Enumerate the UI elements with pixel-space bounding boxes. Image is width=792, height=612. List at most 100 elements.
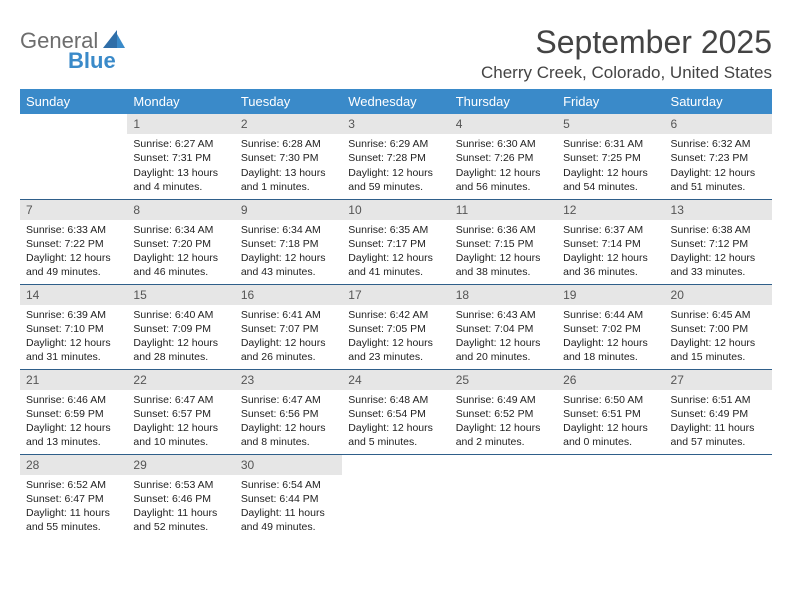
weekday-header: Saturday [665,89,772,114]
day-day1: Daylight: 12 hours [348,336,443,350]
day-number: 10 [342,200,449,220]
day-day2: and 57 minutes. [671,435,766,449]
calendar-body: 1Sunrise: 6:27 AMSunset: 7:31 PMDaylight… [20,114,772,539]
calendar-empty-cell [342,454,449,539]
day-day1: Daylight: 12 hours [563,421,658,435]
day-number: 3 [342,114,449,134]
day-number: 12 [557,200,664,220]
day-day2: and 33 minutes. [671,265,766,279]
calendar-day-cell: 12Sunrise: 6:37 AMSunset: 7:14 PMDayligh… [557,199,664,284]
day-sunrise: Sunrise: 6:44 AM [563,308,658,322]
day-sunrise: Sunrise: 6:29 AM [348,137,443,151]
day-day2: and 55 minutes. [26,520,121,534]
day-day2: and 56 minutes. [456,180,551,194]
calendar-day-cell: 20Sunrise: 6:45 AMSunset: 7:00 PMDayligh… [665,284,772,369]
page-title: September 2025 [481,24,772,61]
day-number: 19 [557,285,664,305]
day-day1: Daylight: 12 hours [26,251,121,265]
day-details: Sunrise: 6:44 AMSunset: 7:02 PMDaylight:… [557,305,664,369]
day-sunset: Sunset: 7:31 PM [133,151,228,165]
day-day1: Daylight: 12 hours [348,166,443,180]
day-number: 22 [127,370,234,390]
day-number: 9 [235,200,342,220]
day-sunset: Sunset: 7:25 PM [563,151,658,165]
day-sunrise: Sunrise: 6:34 AM [241,223,336,237]
day-details: Sunrise: 6:31 AMSunset: 7:25 PMDaylight:… [557,134,664,198]
day-day1: Daylight: 13 hours [133,166,228,180]
day-sunset: Sunset: 7:23 PM [671,151,766,165]
day-day2: and 49 minutes. [241,520,336,534]
day-day1: Daylight: 12 hours [26,421,121,435]
day-number: 25 [450,370,557,390]
day-details: Sunrise: 6:38 AMSunset: 7:12 PMDaylight:… [665,220,772,284]
day-sunset: Sunset: 7:28 PM [348,151,443,165]
day-details: Sunrise: 6:41 AMSunset: 7:07 PMDaylight:… [235,305,342,369]
day-day1: Daylight: 11 hours [671,421,766,435]
day-sunset: Sunset: 7:04 PM [456,322,551,336]
calendar-day-cell: 21Sunrise: 6:46 AMSunset: 6:59 PMDayligh… [20,369,127,454]
day-sunset: Sunset: 6:47 PM [26,492,121,506]
day-day1: Daylight: 12 hours [241,336,336,350]
day-day1: Daylight: 12 hours [671,336,766,350]
day-sunset: Sunset: 7:30 PM [241,151,336,165]
calendar-day-cell: 23Sunrise: 6:47 AMSunset: 6:56 PMDayligh… [235,369,342,454]
calendar-day-cell: 18Sunrise: 6:43 AMSunset: 7:04 PMDayligh… [450,284,557,369]
day-details: Sunrise: 6:46 AMSunset: 6:59 PMDaylight:… [20,390,127,454]
day-day1: Daylight: 12 hours [348,251,443,265]
day-day2: and 31 minutes. [26,350,121,364]
day-number: 2 [235,114,342,134]
calendar-day-cell: 14Sunrise: 6:39 AMSunset: 7:10 PMDayligh… [20,284,127,369]
day-sunrise: Sunrise: 6:47 AM [241,393,336,407]
calendar-week-row: 28Sunrise: 6:52 AMSunset: 6:47 PMDayligh… [20,454,772,539]
day-day1: Daylight: 11 hours [26,506,121,520]
calendar-day-cell: 26Sunrise: 6:50 AMSunset: 6:51 PMDayligh… [557,369,664,454]
calendar-day-cell: 5Sunrise: 6:31 AMSunset: 7:25 PMDaylight… [557,114,664,199]
day-day1: Daylight: 13 hours [241,166,336,180]
day-number: 14 [20,285,127,305]
calendar-empty-cell [450,454,557,539]
day-sunset: Sunset: 7:00 PM [671,322,766,336]
day-sunrise: Sunrise: 6:32 AM [671,137,766,151]
day-sunrise: Sunrise: 6:37 AM [563,223,658,237]
day-details: Sunrise: 6:50 AMSunset: 6:51 PMDaylight:… [557,390,664,454]
day-day1: Daylight: 11 hours [241,506,336,520]
day-number: 7 [20,200,127,220]
calendar-day-cell: 15Sunrise: 6:40 AMSunset: 7:09 PMDayligh… [127,284,234,369]
day-details: Sunrise: 6:28 AMSunset: 7:30 PMDaylight:… [235,134,342,198]
day-day2: and 2 minutes. [456,435,551,449]
day-details: Sunrise: 6:54 AMSunset: 6:44 PMDaylight:… [235,475,342,539]
day-day2: and 49 minutes. [26,265,121,279]
logo-line2: Blue [68,50,125,72]
day-day1: Daylight: 12 hours [456,421,551,435]
calendar-week-row: 14Sunrise: 6:39 AMSunset: 7:10 PMDayligh… [20,284,772,369]
day-sunset: Sunset: 7:20 PM [133,237,228,251]
day-number: 5 [557,114,664,134]
day-sunset: Sunset: 6:49 PM [671,407,766,421]
day-day2: and 36 minutes. [563,265,658,279]
day-details: Sunrise: 6:43 AMSunset: 7:04 PMDaylight:… [450,305,557,369]
day-details: Sunrise: 6:33 AMSunset: 7:22 PMDaylight:… [20,220,127,284]
day-day1: Daylight: 11 hours [133,506,228,520]
calendar-week-row: 1Sunrise: 6:27 AMSunset: 7:31 PMDaylight… [20,114,772,199]
day-sunrise: Sunrise: 6:42 AM [348,308,443,322]
day-details: Sunrise: 6:30 AMSunset: 7:26 PMDaylight:… [450,134,557,198]
calendar-day-cell: 2Sunrise: 6:28 AMSunset: 7:30 PMDaylight… [235,114,342,199]
day-day2: and 26 minutes. [241,350,336,364]
day-sunrise: Sunrise: 6:46 AM [26,393,121,407]
day-number: 15 [127,285,234,305]
day-sunrise: Sunrise: 6:48 AM [348,393,443,407]
day-number: 29 [127,455,234,475]
day-day1: Daylight: 12 hours [456,166,551,180]
day-sunset: Sunset: 6:57 PM [133,407,228,421]
calendar-empty-cell [557,454,664,539]
day-day1: Daylight: 12 hours [241,251,336,265]
day-number: 17 [342,285,449,305]
day-details: Sunrise: 6:52 AMSunset: 6:47 PMDaylight:… [20,475,127,539]
day-day1: Daylight: 12 hours [348,421,443,435]
day-day2: and 20 minutes. [456,350,551,364]
day-day1: Daylight: 12 hours [241,421,336,435]
day-sunset: Sunset: 6:44 PM [241,492,336,506]
day-sunrise: Sunrise: 6:52 AM [26,478,121,492]
day-sunrise: Sunrise: 6:28 AM [241,137,336,151]
day-day2: and 8 minutes. [241,435,336,449]
